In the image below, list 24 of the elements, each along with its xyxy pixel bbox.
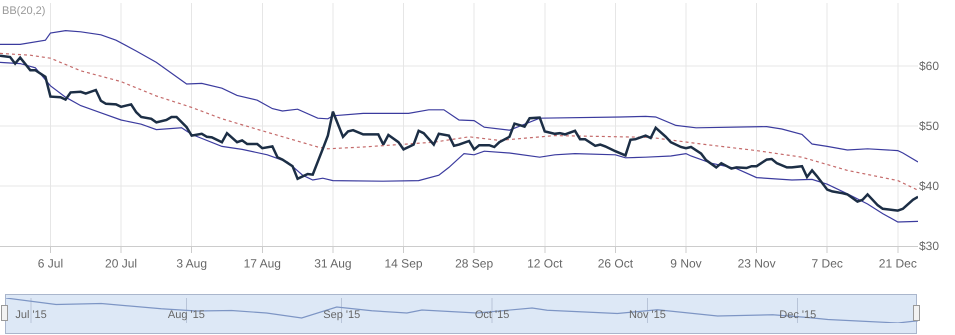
x-tick-label: Nov '15 — [628, 308, 666, 321]
y-tick-label: $40 — [919, 179, 940, 194]
x-tick-label: 12 Oct — [527, 256, 564, 270]
x-tick-label: 26 Oct — [598, 256, 634, 270]
y-tick-label: $30 — [919, 239, 940, 254]
x-tick-label: 17 Aug — [244, 256, 281, 270]
y-tick-label: $50 — [919, 119, 940, 134]
x-tick-label: Aug '15 — [168, 308, 205, 321]
x-tick-label: 20 Jul — [105, 256, 138, 270]
x-tick-label: Oct '15 — [474, 308, 510, 321]
x-tick-label: 31 Aug — [314, 256, 352, 270]
x-tick-label: 7 Dec — [812, 256, 843, 270]
x-tick-label: Sep '15 — [323, 308, 360, 321]
x-tick-label: 3 Aug — [176, 256, 208, 270]
x-tick-label: 14 Sep — [384, 256, 423, 270]
x-tick-label: 28 Sep — [455, 256, 494, 270]
x-tick-label: 6 Jul — [38, 256, 64, 270]
x-tick-label: 9 Nov — [670, 256, 702, 270]
line-series — [0, 30, 918, 163]
x-tick-label: 21 Dec — [878, 256, 917, 270]
y-tick-label: $60 — [919, 59, 940, 74]
x-tick-label: Jul '15 — [15, 308, 47, 321]
x-tick-label: 23 Nov — [738, 256, 776, 270]
annotation: BB(20,2) — [2, 5, 46, 17]
